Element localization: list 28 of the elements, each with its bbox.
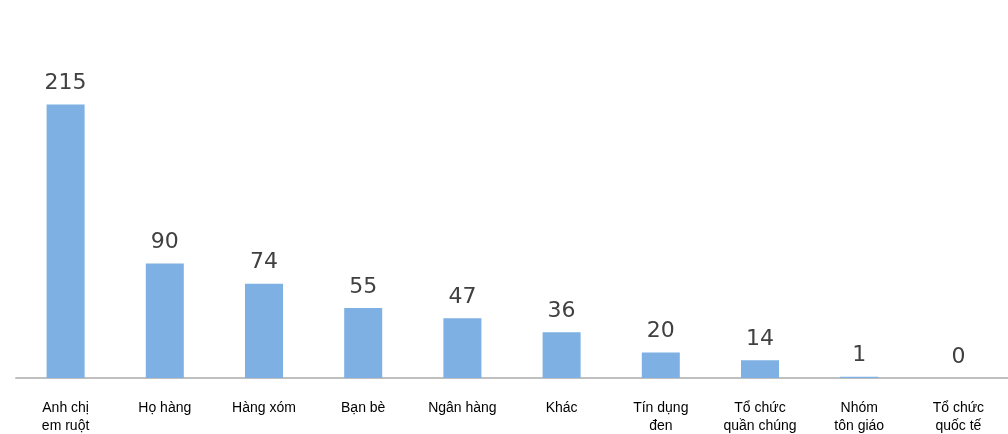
data-label: 14 — [746, 324, 774, 350]
x-tick-label: Ngân hàng — [428, 399, 497, 415]
data-label: 20 — [646, 317, 675, 343]
x-tick-label: Họ hàng — [138, 399, 192, 415]
bar — [145, 263, 184, 378]
x-tick-label: Tổ chức quần chúng — [723, 399, 797, 433]
data-label: 36 — [547, 296, 576, 322]
x-tick-label: Khác — [545, 399, 578, 415]
bar — [542, 332, 581, 378]
data-label: 0 — [951, 342, 966, 368]
data-label: 1 — [852, 341, 867, 367]
data-label: 74 — [250, 248, 278, 274]
data-label: 55 — [349, 272, 378, 298]
x-tick-label: Anh chị em ruột — [41, 399, 90, 433]
x-tick-label: Nhóm tôn giáo — [834, 399, 885, 433]
bar — [741, 360, 779, 378]
bar — [443, 318, 482, 378]
data-label: 90 — [150, 228, 179, 254]
bar — [245, 283, 283, 378]
x-tick-label: Hàng xóm — [232, 399, 296, 415]
data-label: 215 — [44, 69, 87, 95]
bar — [641, 352, 680, 378]
bar — [46, 104, 85, 378]
x-tick-label: Tín dụng đen — [633, 399, 689, 433]
x-tick-label: Bạn bè — [341, 399, 386, 415]
bar — [344, 308, 383, 378]
x-tick-label: Tổ chức quốc tế — [932, 399, 985, 433]
data-label: 47 — [448, 282, 477, 308]
